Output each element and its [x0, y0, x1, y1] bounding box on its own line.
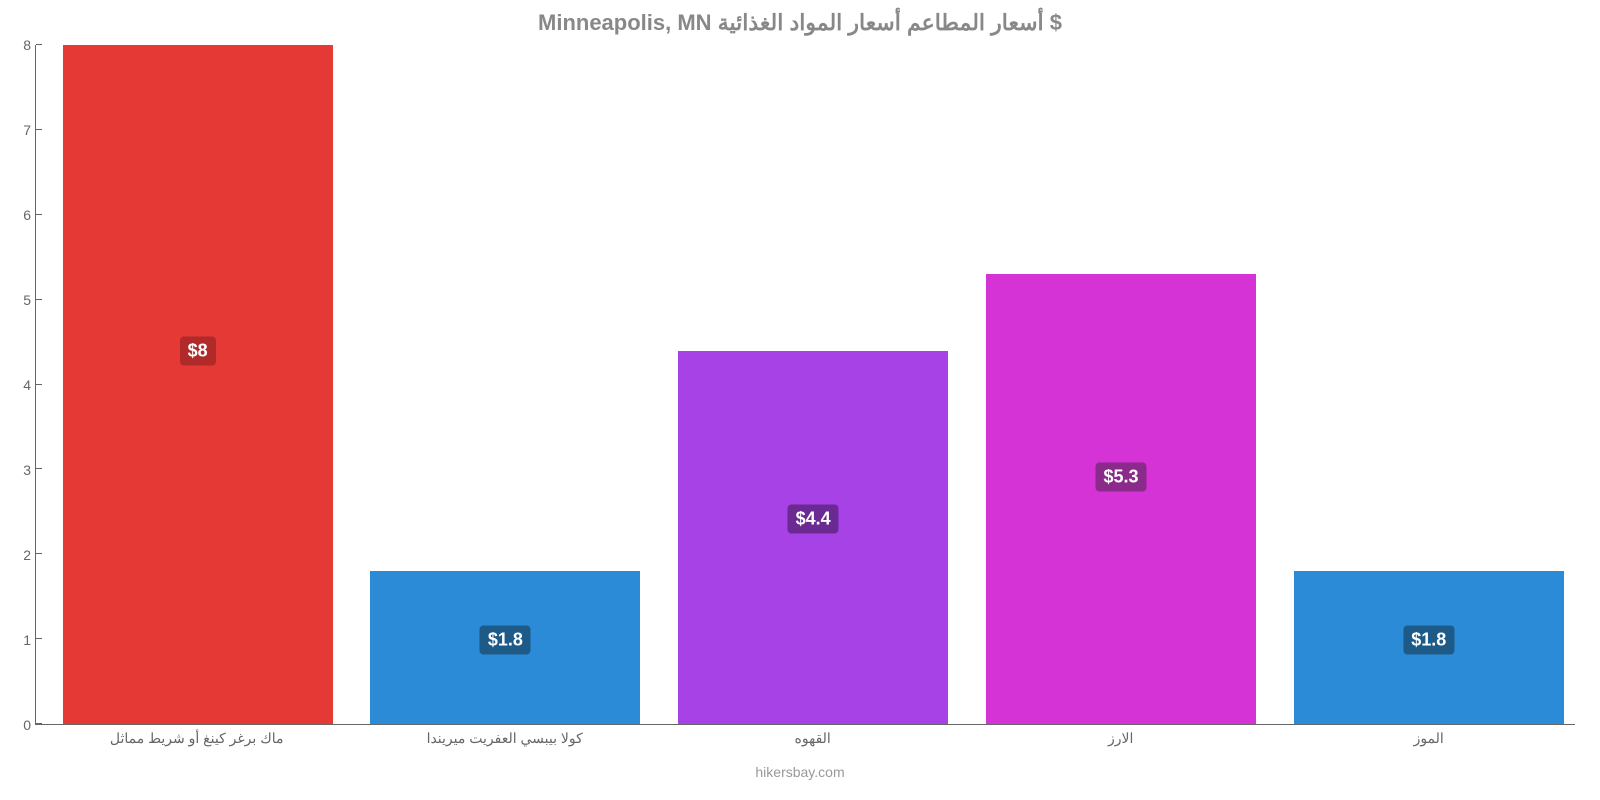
y-tick-mark	[36, 299, 42, 300]
bar-value-label: $1.8	[480, 625, 531, 654]
x-axis-label: كولا بيبسي العفريت ميريندا	[427, 730, 583, 747]
y-tick-label: 4	[23, 377, 31, 393]
bar	[63, 45, 333, 724]
chart-area: 012345678 $8$1.8$4.4$5.3$1.8	[35, 45, 1575, 725]
x-axis-label: القهوه	[795, 730, 831, 747]
y-tick-label: 3	[23, 462, 31, 478]
y-tick-label: 6	[23, 207, 31, 223]
bar-value-label: $5.3	[1095, 462, 1146, 491]
bar	[678, 351, 948, 724]
y-tick-mark	[36, 384, 42, 385]
y-tick-label: 1	[23, 632, 31, 648]
y-tick-label: 2	[23, 547, 31, 563]
y-tick-label: 5	[23, 292, 31, 308]
x-axis-label: الارز	[1108, 730, 1133, 747]
y-axis: 012345678	[7, 45, 35, 725]
bar	[986, 274, 1256, 724]
bar-value-label: $4.4	[788, 504, 839, 533]
y-tick-mark	[36, 214, 42, 215]
x-axis-label: الموز	[1414, 730, 1444, 747]
plot-area: $8 $1.8 $4.4 $5.3 $1.8	[35, 45, 1575, 725]
y-tick-mark	[36, 129, 42, 130]
chart-title: Minneapolis, MN أسعار المطاعم أسعار المو…	[0, 0, 1600, 36]
y-tick-mark	[36, 44, 42, 45]
footer-source: hikersbay.com	[0, 764, 1600, 780]
x-axis-label: ماك برغر كينغ أو شريط مماثل	[110, 730, 284, 747]
y-tick-label: 8	[23, 37, 31, 53]
y-tick-mark	[36, 468, 42, 469]
bar-value-label: $8	[180, 336, 216, 365]
bar-value-label: $1.8	[1403, 625, 1454, 654]
y-tick-mark	[36, 638, 42, 639]
y-tick-mark	[36, 723, 42, 724]
y-tick-label: 7	[23, 122, 31, 138]
y-tick-mark	[36, 553, 42, 554]
y-tick-label: 0	[23, 717, 31, 733]
